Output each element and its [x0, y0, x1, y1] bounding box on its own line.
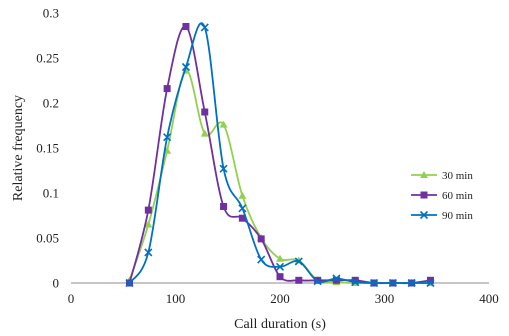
series-layer [125, 22, 435, 288]
series-line [128, 22, 431, 284]
data-point [163, 85, 171, 93]
x-tick-label: 400 [479, 291, 499, 306]
legend-label: 30 min [442, 170, 473, 182]
data-point [238, 204, 247, 213]
data-point [369, 278, 379, 288]
x-tick-label: 100 [166, 291, 186, 306]
legend: 30 min 60 min 90 min [411, 170, 473, 222]
data-point [275, 262, 285, 271]
series-30-min [125, 66, 435, 286]
data-point [200, 23, 209, 32]
data-point [426, 278, 435, 288]
legend-marker [420, 171, 428, 178]
data-point [276, 254, 284, 262]
data-point [201, 108, 209, 116]
data-point [144, 248, 153, 257]
legend-marker [420, 191, 428, 199]
data-point [125, 278, 134, 288]
data-point [182, 23, 190, 30]
y-tick-label: 0.1 [43, 186, 59, 201]
legend-marker [419, 210, 429, 220]
data-point [388, 278, 397, 288]
data-point [163, 133, 172, 142]
data-point [332, 274, 341, 283]
data-point [407, 278, 416, 288]
y-tick-labels: 0 0.05 0.1 0.15 0.2 0.25 0.3 [36, 6, 59, 291]
data-point [181, 62, 191, 72]
data-point [144, 206, 152, 214]
data-point [426, 276, 434, 284]
data-point [144, 220, 153, 228]
y-tick-label: 0 [53, 276, 60, 291]
legend-item: 90 min [411, 210, 473, 222]
legend-label: 90 min [442, 210, 473, 222]
data-point [257, 255, 266, 264]
data-point [295, 276, 303, 284]
x-tick-labels: 0 100 200 300 400 [68, 291, 499, 306]
data-point [219, 164, 228, 173]
series-60-min [126, 23, 434, 287]
data-point [238, 214, 246, 222]
y-tick-label: 0.25 [36, 51, 59, 66]
data-point [219, 120, 228, 128]
data-point [220, 203, 228, 210]
legend-item: 60 min [411, 190, 473, 202]
y-tick-label: 0.15 [36, 141, 59, 156]
data-point [200, 129, 209, 137]
data-point [313, 277, 322, 286]
legend-item: 30 min [411, 170, 473, 182]
data-point [238, 191, 247, 199]
data-point [276, 273, 284, 281]
legend-label: 60 min [442, 190, 473, 202]
y-axis-title: Relative frequency [11, 95, 26, 201]
x-axis-title: Call duration (s) [234, 317, 326, 332]
y-tick-label: 0.05 [36, 231, 59, 246]
y-tick-label: 0.3 [43, 6, 59, 21]
data-point [351, 278, 360, 287]
data-point [257, 235, 265, 243]
series-90-min [125, 22, 435, 288]
x-tick-label: 0 [68, 291, 75, 306]
x-tick-label: 300 [375, 291, 395, 306]
series-line [128, 25, 431, 285]
data-point [351, 276, 359, 284]
x-tick-label: 200 [270, 291, 290, 306]
data-point [294, 257, 303, 266]
y-tick-label: 0.2 [43, 96, 59, 111]
data-point [332, 276, 340, 284]
